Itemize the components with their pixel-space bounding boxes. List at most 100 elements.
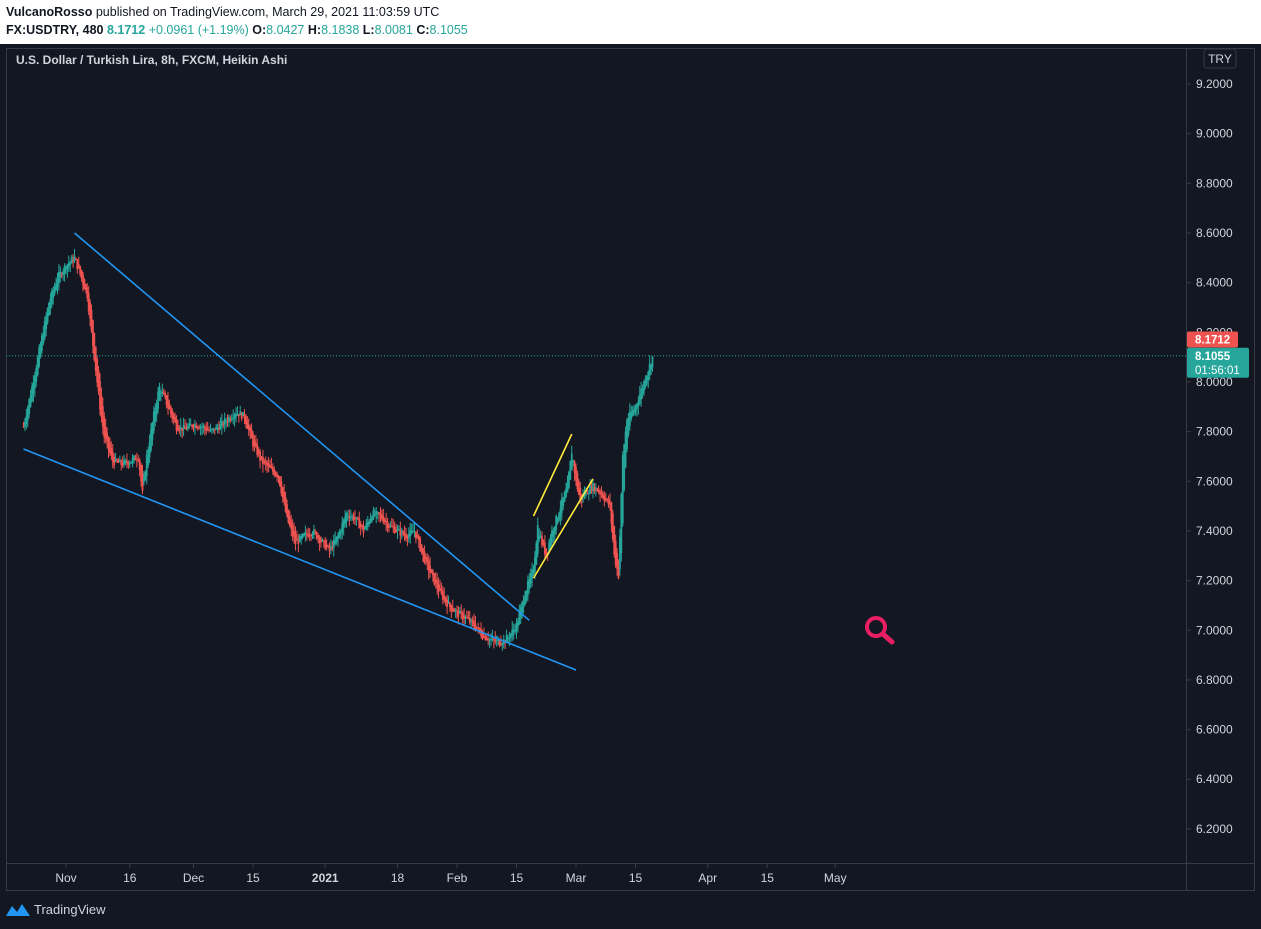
price-chart[interactable]: U.S. Dollar / Turkish Lira, 8h, FXCM, He… bbox=[0, 44, 1261, 892]
price-tick-label: 8.8000 bbox=[1196, 176, 1233, 190]
candle-body bbox=[611, 513, 614, 540]
chart-title: U.S. Dollar / Turkish Lira, 8h, FXCM, He… bbox=[16, 53, 287, 67]
currency-badge[interactable] bbox=[1203, 48, 1237, 69]
candle-body bbox=[48, 302, 50, 316]
candle-body bbox=[77, 264, 80, 268]
candle-body bbox=[291, 524, 294, 537]
footer: TradingView bbox=[0, 892, 1261, 929]
candle-body bbox=[89, 301, 91, 319]
candle-body bbox=[43, 320, 46, 339]
tradingview-brand[interactable]: TradingView bbox=[34, 902, 106, 917]
candle-body bbox=[446, 599, 448, 607]
candle-body bbox=[509, 633, 512, 639]
candle-body bbox=[116, 459, 118, 462]
candle-body bbox=[97, 370, 100, 392]
candle-body bbox=[573, 461, 576, 474]
candle-body bbox=[456, 610, 458, 612]
last-price: 8.1712 bbox=[106, 23, 146, 37]
candle-body bbox=[468, 617, 471, 623]
time-tick-label: Feb bbox=[447, 871, 468, 885]
candle-body bbox=[216, 427, 219, 429]
candle-body bbox=[587, 493, 590, 495]
candle-body bbox=[162, 392, 165, 395]
candle-body bbox=[45, 315, 48, 330]
tradingview-logo-icon[interactable] bbox=[6, 902, 30, 918]
candle-body bbox=[114, 458, 117, 461]
candle-body bbox=[514, 630, 516, 632]
candle-body bbox=[113, 456, 116, 466]
candle-body bbox=[531, 569, 533, 579]
candle-body bbox=[351, 515, 354, 518]
author-name[interactable]: VulcanoRosso bbox=[6, 5, 93, 19]
candle-body bbox=[492, 638, 495, 640]
candle-body bbox=[594, 487, 597, 489]
magnifier-icon bbox=[865, 616, 895, 645]
candle-body bbox=[28, 398, 31, 414]
candle-body bbox=[616, 552, 618, 569]
candle-body bbox=[631, 410, 634, 416]
candle-body bbox=[645, 376, 648, 384]
candle-body bbox=[640, 388, 643, 400]
candle-body bbox=[541, 536, 543, 546]
candle-body bbox=[264, 461, 267, 464]
candle-body bbox=[80, 270, 83, 279]
candle-body bbox=[325, 544, 328, 547]
candle-body bbox=[242, 412, 244, 417]
candle-body bbox=[185, 427, 188, 430]
candle-body bbox=[338, 531, 341, 538]
candle-body bbox=[310, 535, 312, 537]
candle-body bbox=[345, 513, 348, 521]
candle-body bbox=[26, 407, 29, 421]
candle-body bbox=[399, 529, 402, 536]
candle-body bbox=[165, 395, 168, 406]
candle-body bbox=[118, 460, 121, 462]
candle-body bbox=[75, 258, 77, 260]
candle-body bbox=[447, 602, 450, 604]
candle-body bbox=[147, 449, 150, 466]
candle-body bbox=[223, 418, 226, 425]
candle-body bbox=[596, 488, 599, 492]
candle-body bbox=[458, 610, 461, 614]
chart-area[interactable]: U.S. Dollar / Turkish Lira, 8h, FXCM, He… bbox=[0, 44, 1261, 892]
candle-body bbox=[106, 432, 108, 442]
candle-body bbox=[551, 530, 553, 543]
candle-body bbox=[453, 609, 456, 612]
candle-body bbox=[226, 421, 229, 423]
candle-body bbox=[157, 391, 159, 409]
candle-body bbox=[515, 623, 518, 632]
candle-body bbox=[220, 420, 223, 427]
candle-body bbox=[560, 499, 563, 513]
candle-body bbox=[379, 513, 382, 515]
candle-body bbox=[87, 292, 90, 312]
candle-body bbox=[426, 557, 429, 563]
candle-body bbox=[266, 462, 269, 466]
candle-body bbox=[633, 409, 635, 413]
candle-body bbox=[290, 521, 293, 529]
time-tick-label: Dec bbox=[183, 871, 204, 885]
candle-body bbox=[386, 521, 389, 528]
candle-body bbox=[555, 515, 558, 531]
candle-body bbox=[263, 460, 266, 462]
candle-body bbox=[491, 638, 494, 640]
candle-body bbox=[589, 486, 592, 494]
candle-body bbox=[151, 422, 154, 440]
candle-body bbox=[552, 530, 555, 537]
candle-body bbox=[332, 540, 335, 549]
candle-body bbox=[286, 504, 288, 516]
time-tick-label: 15 bbox=[629, 871, 643, 885]
candle-body bbox=[419, 537, 422, 551]
candle-body bbox=[164, 393, 167, 398]
candle-body bbox=[454, 610, 457, 612]
candle-body bbox=[364, 528, 366, 530]
candle-body bbox=[174, 416, 176, 423]
candle-body bbox=[517, 621, 519, 628]
candle-body bbox=[257, 449, 260, 454]
candle-body bbox=[111, 451, 114, 462]
candle-body bbox=[443, 595, 446, 599]
candle-body bbox=[450, 604, 453, 611]
candle-body bbox=[25, 416, 28, 425]
candle-body bbox=[82, 274, 84, 285]
candle-body bbox=[143, 477, 145, 482]
candle-body bbox=[382, 516, 385, 523]
candle-body bbox=[603, 495, 606, 501]
